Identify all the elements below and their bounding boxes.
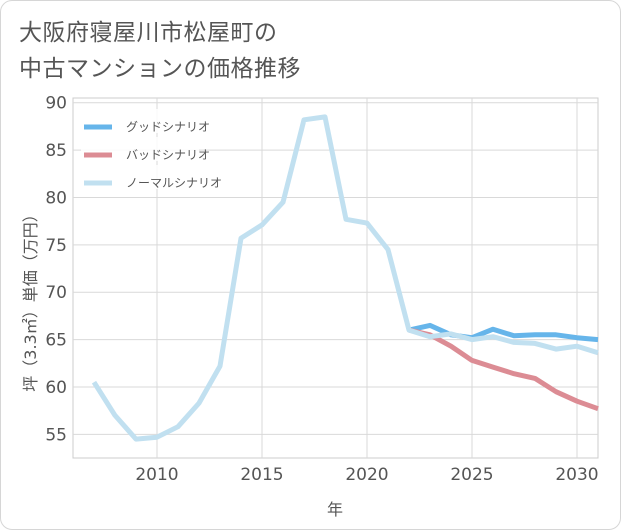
chart-title-line1: 大阪府寝屋川市松屋町の [19,20,278,46]
x-tick-label: 2010 [135,465,178,485]
y-tick-label: 70 [45,283,67,303]
x-tick-label: 2015 [240,465,283,485]
series-line-3 [91,114,599,442]
x-tick-label: 2030 [555,465,598,485]
y-axis-label: 坪（3.3㎡）単価（万円） [21,206,40,391]
series-line-2 [408,327,599,412]
x-tick-label: 2025 [450,465,493,485]
series-lines [91,114,599,442]
legend-label: ノーマルシナリオ [126,176,222,190]
legend-label: グッドシナリオ [126,120,210,134]
legend-label: バッドシナリオ [126,148,210,162]
y-tick-label: 80 [45,188,67,208]
chart-title-line2: 中古マンションの価格推移 [19,56,301,82]
series-line-1 [408,322,599,343]
y-tick-label: 85 [45,141,67,161]
y-tick-label: 90 [45,94,67,114]
y-tick-label: 75 [45,236,67,256]
x-axis-label: 年 [327,500,343,519]
x-tick-label: 2020 [345,465,388,485]
tick-labels: 55 60 65 70 75 80 85 90 2010 2015 2020 2025 2030 [45,94,598,485]
y-tick-label: 55 [45,425,67,445]
y-tick-label: 60 [45,378,67,398]
y-tick-label: 65 [45,331,67,351]
chart-title: 大阪府寝屋川市松屋町の 中古マンションの価格推移 [19,15,301,87]
